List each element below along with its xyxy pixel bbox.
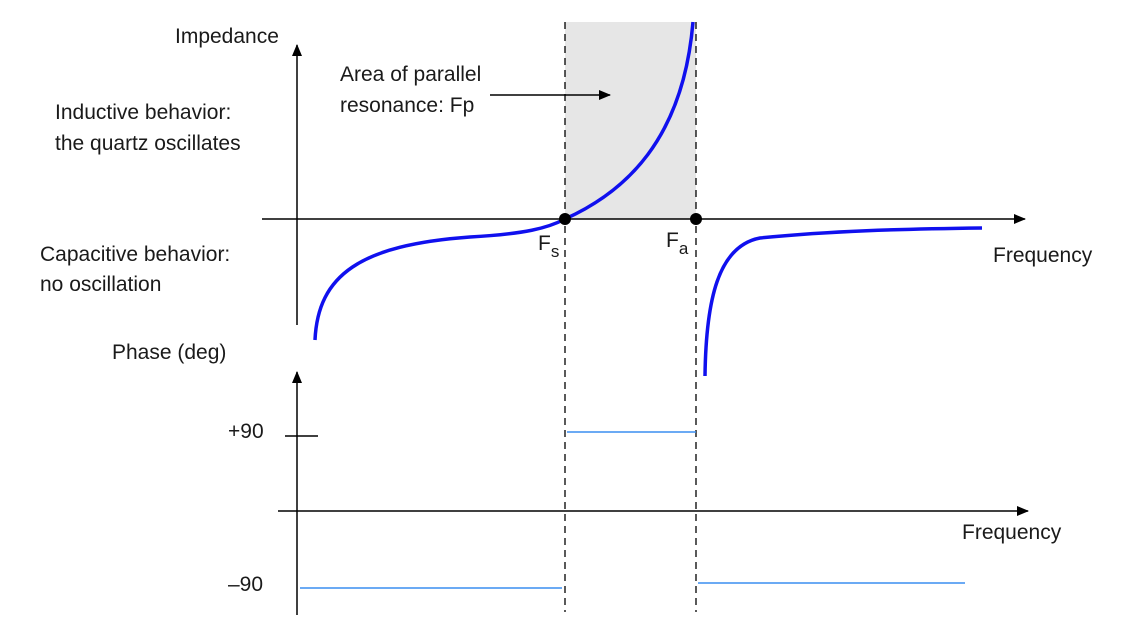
phase-y-label: Phase (deg) — [112, 341, 226, 364]
inductive-note-line2: the quartz oscillates — [55, 132, 241, 155]
phase-x-label: Frequency — [962, 521, 1062, 544]
area-annotation-line2: resonance: Fp — [340, 94, 474, 117]
fs-point — [559, 213, 571, 225]
impedance-curve-series — [313, 21, 695, 341]
parallel-resonance-area — [565, 22, 696, 219]
capacitive-note-line2: no oscillation — [40, 273, 161, 296]
impedance-x-label: Frequency — [993, 244, 1093, 267]
fa-label: Fa — [666, 229, 689, 258]
fa-point — [690, 213, 702, 225]
impedance-curve-parallel — [703, 226, 983, 377]
capacitive-note-line1: Capacitive behavior: — [40, 243, 230, 266]
inductive-note-line1: Inductive behavior: — [55, 101, 231, 124]
fs-label: Fs — [538, 232, 559, 261]
plus90-label: +90 — [228, 420, 264, 443]
area-annotation-line1: Area of parallel — [340, 63, 481, 86]
impedance-y-label: Impedance — [175, 25, 279, 48]
minus90-label: –90 — [228, 573, 263, 596]
